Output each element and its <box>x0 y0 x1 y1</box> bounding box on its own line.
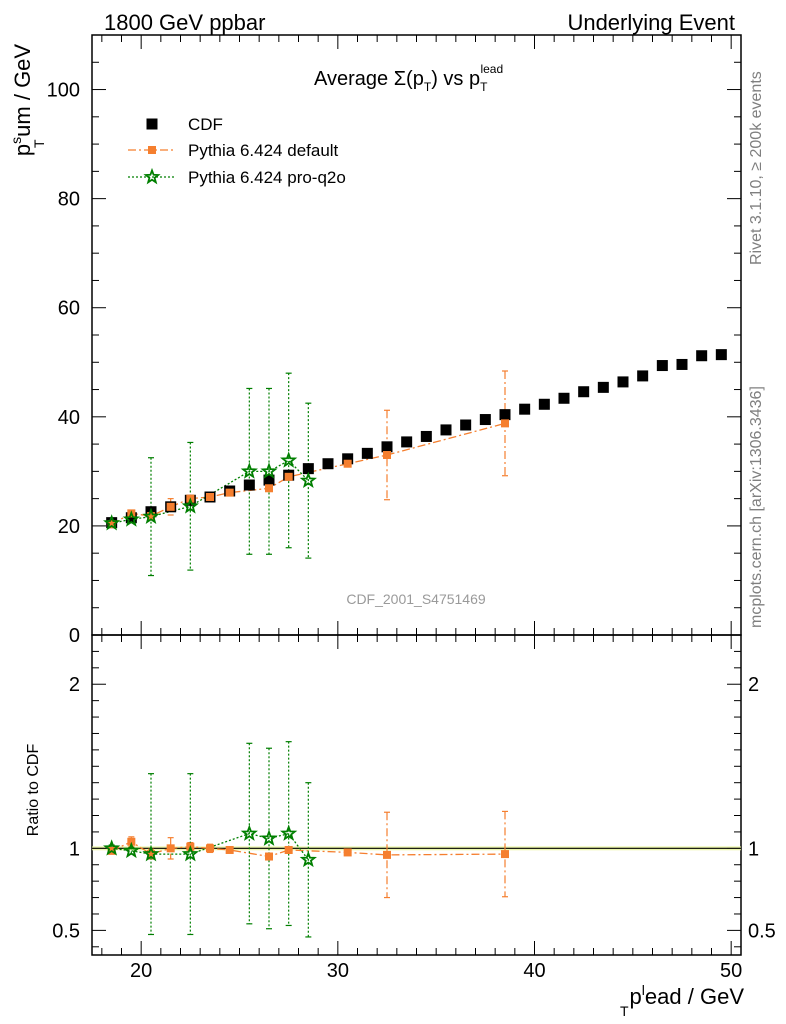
mc-data-point <box>142 507 160 524</box>
x-axis-label: plead / GeV <box>630 982 745 1009</box>
header-right-title: Underlying Event <box>567 10 735 35</box>
ratio-data-point <box>280 824 298 841</box>
ratio-data-point <box>147 850 155 859</box>
mc-data-point <box>206 493 214 501</box>
mc-data-point <box>501 419 509 428</box>
cdf-data-point <box>342 453 354 465</box>
cdf-data-point <box>637 370 649 382</box>
legend-marker <box>146 118 158 130</box>
ratio-data-point <box>240 824 258 841</box>
ratio-y-axis-label: Ratio to CDF <box>25 744 42 837</box>
ratio-data-point <box>265 852 273 861</box>
y-axis-label-subscript: T <box>31 139 47 148</box>
ratio-tick-label: 1 <box>69 838 80 860</box>
y-tick-label: 40 <box>58 407 80 429</box>
mc-data-point <box>265 484 273 493</box>
y-tick-label: 100 <box>47 80 80 102</box>
main-panel: 0 20 40 60 80 100 <box>47 34 742 647</box>
ratio-data-point <box>501 850 509 859</box>
cdf-data-point <box>420 430 432 442</box>
ratio-data-point <box>166 844 175 853</box>
y-tick-label: 60 <box>58 298 80 320</box>
y-tick-label: 0 <box>69 625 80 647</box>
cdf-data-point <box>519 403 531 415</box>
x-tick-label: 20 <box>130 960 152 982</box>
cdf-data-point <box>125 512 137 524</box>
cdf-data-point <box>243 479 255 491</box>
x-tick-label: 30 <box>327 960 349 982</box>
ratio-data-point <box>122 841 140 859</box>
cdf-data-point <box>263 474 275 486</box>
cdf-data-point <box>460 419 472 431</box>
cdf-data-point <box>479 414 491 426</box>
cdf-data-point <box>401 436 413 448</box>
ratio-data-point <box>181 845 199 862</box>
y-tick-label: 20 <box>58 516 80 538</box>
ratio-tick-label: 2 <box>69 674 80 696</box>
mc-data-point <box>284 472 293 481</box>
plot-title: Average Σ(pT) vs pTlead <box>314 62 503 94</box>
header-left-title: 1800 GeV ppbar <box>104 10 265 35</box>
ratio-tick-label-right: 2 <box>748 674 759 696</box>
ratio-data-point <box>142 845 160 862</box>
x-axis-label-subscript: T <box>620 1003 629 1019</box>
cdf-data-point <box>361 447 373 459</box>
ratio-data-point <box>284 845 293 854</box>
ratio-data-point <box>206 844 214 853</box>
ratio-data-point <box>299 850 317 868</box>
mcplots-side-label: mcplots.cern.ch [arXiv:1306.3436] <box>748 386 765 628</box>
cdf-data-point <box>302 463 314 475</box>
legend-label: CDF <box>188 115 223 134</box>
cdf-data-point <box>617 376 629 388</box>
y-tick-label: 80 <box>58 189 80 211</box>
x-tick-label: 40 <box>523 960 545 982</box>
legend-label: Pythia 6.424 default <box>188 141 339 160</box>
cdf-data-point <box>558 392 570 404</box>
ratio-panel: 0.5 0.5 1 1 2 2 <box>52 634 776 956</box>
ratio-data-point <box>343 848 352 857</box>
rivet-side-label: Rivet 3.1.10, ≥ 200k events <box>748 71 765 265</box>
mc-data-point <box>260 462 278 479</box>
mc-data-point <box>166 502 175 511</box>
ratio-data-point <box>383 850 391 859</box>
cdf-data-point <box>381 441 393 453</box>
ratio-tick-label: 0.5 <box>52 920 80 942</box>
legend-marker <box>148 146 156 154</box>
mc-data-point <box>107 520 116 529</box>
mc-data-point <box>181 497 199 514</box>
mc-data-point <box>103 514 121 531</box>
mc-data-point <box>147 512 155 521</box>
cdf-data-point <box>499 409 511 421</box>
cdf-data-point <box>696 350 708 362</box>
cdf-data-point <box>440 424 452 436</box>
mc-data-point <box>225 488 234 497</box>
legend: CDF Pythia 6.424 default Pythia 6.424 pro-… <box>128 115 346 187</box>
cdf-data-point <box>322 458 334 470</box>
legend-label: Pythia 6.424 pro-q2o <box>188 168 346 187</box>
cdf-data-point <box>715 349 727 361</box>
ratio-frame <box>91 634 742 956</box>
mc-data-point <box>383 451 391 459</box>
ratio-tick-label-right: 1 <box>748 838 759 860</box>
cdf-data-point <box>676 358 688 370</box>
mc-data-point <box>343 459 352 468</box>
ratio-series-line <box>111 841 506 858</box>
ratio-data-point <box>260 829 278 846</box>
cdf-data-point <box>656 360 668 372</box>
x-tick-label: 50 <box>720 960 742 982</box>
analysis-watermark: CDF_2001_S4751469 <box>346 591 486 607</box>
mc-data-point <box>240 462 258 479</box>
cdf-data-point <box>538 398 550 410</box>
mc-data-point <box>299 471 317 488</box>
ratio-data-point <box>225 845 234 854</box>
y-axis-label: psum / GeV <box>8 44 35 156</box>
mc-data-point <box>122 510 140 527</box>
cdf-data-point <box>597 381 609 393</box>
cdf-data-point <box>578 386 590 398</box>
legend-marker <box>143 167 161 185</box>
mc-data-point <box>280 451 298 468</box>
ratio-tick-label-right: 0.5 <box>748 920 776 942</box>
ratio-data-point <box>103 839 121 856</box>
